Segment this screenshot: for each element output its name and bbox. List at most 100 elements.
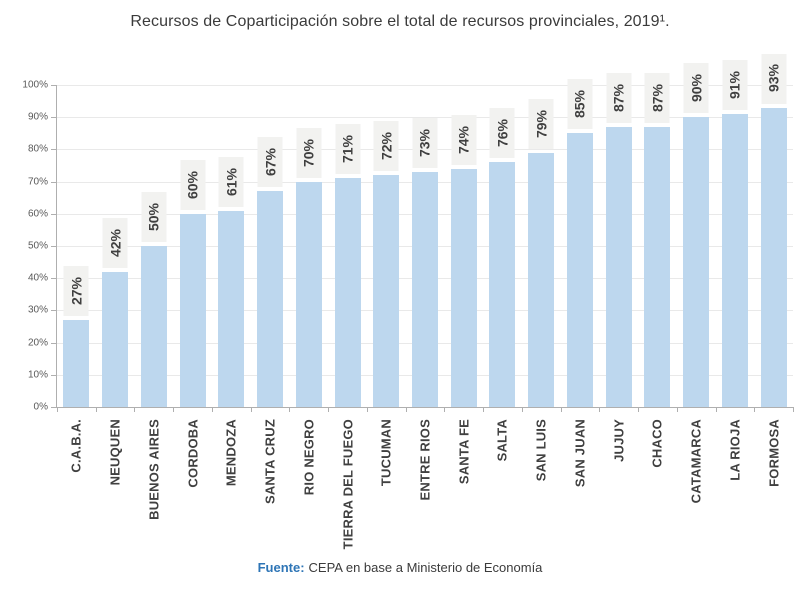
- bar-value-text: 72%: [378, 132, 395, 161]
- x-axis-label-chaco: CHACO: [649, 419, 665, 468]
- bar-slot-neuquen: 42%: [96, 85, 135, 407]
- bar-c-a-b-a: [63, 320, 90, 407]
- x-axis-label-salta: SALTA: [494, 419, 510, 462]
- x-axis-label-jujuy: JUJUY: [611, 419, 627, 462]
- y-axis-label-10: 10%: [27, 369, 48, 381]
- x-axis-tick: [251, 407, 252, 412]
- x-axis-label-c-a-b-a: C.A.B.A.: [68, 419, 84, 473]
- y-axis-tick-60: [51, 214, 56, 215]
- x-axis-label-slot-entre-rios: ENTRE RIOS: [406, 413, 445, 553]
- bar-entre-rios: [411, 171, 438, 407]
- x-axis-tick: [716, 407, 717, 412]
- plot-area: 27% 42% 50% 60% 61% 67% 70% 71% 72% 73% 74% 76% 79% 8…: [51, 53, 794, 412]
- x-axis-tick: [289, 407, 290, 412]
- x-axis-tick: [96, 407, 97, 412]
- x-axis-tick: [444, 407, 445, 412]
- bar-value-label-neuquen: 42%: [102, 217, 128, 268]
- x-axis-tick: [522, 407, 523, 412]
- bar-value-text: 74%: [455, 125, 472, 154]
- bar-value-text: 60%: [184, 170, 201, 199]
- bar-slot-entre-rios: 73%: [406, 85, 445, 407]
- bar-value-label-santa-fe: 74%: [451, 114, 477, 165]
- bar-formosa: [760, 107, 787, 407]
- bar-value-text: 93%: [765, 64, 782, 93]
- x-axis-tick: [328, 407, 329, 412]
- bar-value-label-chaco: 87%: [644, 72, 670, 123]
- x-axis-label-rio-negro: RIO NEGRO: [301, 419, 317, 496]
- x-axis-label-slot-cordoba: CORDOBA: [173, 413, 212, 553]
- bar-salta: [489, 162, 516, 407]
- bar-value-text: 73%: [416, 128, 433, 157]
- y-axis-tick-40: [51, 278, 56, 279]
- x-axis-label-slot-chaco: CHACO: [638, 413, 677, 553]
- bar-neuquen: [102, 271, 129, 407]
- bar-value-label-la-rioja: 91%: [722, 60, 748, 110]
- source-text: CEPA en base a Ministerio de Economía: [308, 560, 543, 575]
- bar-value-label-buenos-aires: 50%: [141, 192, 167, 242]
- x-axis-label-buenos-aires: BUENOS AIRES: [146, 419, 162, 520]
- y-axis-tick-80: [51, 149, 56, 150]
- x-axis-label-formosa: FORMOSA: [766, 419, 782, 487]
- y-axis-tick-0: [51, 407, 56, 408]
- y-axis-label-20: 20%: [27, 337, 48, 349]
- x-axis-label-la-rioja: LA RIOJA: [727, 419, 743, 481]
- bar-catamarca: [683, 117, 710, 407]
- x-axis-label-cordoba: CORDOBA: [185, 419, 201, 488]
- x-axis-label-slot-rio-negro: RIO NEGRO: [289, 413, 328, 553]
- x-axis-label-slot-salta: SALTA: [483, 413, 522, 553]
- bar-value-label-tucuman: 72%: [373, 121, 399, 172]
- x-axis-label-slot-san-luis: SAN LUIS: [522, 413, 561, 553]
- bar-value-label-c-a-b-a: 27%: [63, 266, 89, 317]
- y-axis-label-0: 0%: [33, 401, 48, 413]
- bar-cordoba: [179, 213, 206, 407]
- bar-value-text: 50%: [145, 202, 162, 232]
- x-axis-label-slot-jujuy: JUJUY: [599, 413, 638, 553]
- bar-value-label-santa-cruz: 67%: [257, 137, 283, 188]
- x-axis-tick: [638, 407, 639, 412]
- bar-slot-chaco: 87%: [638, 72, 677, 407]
- bar-san-luis: [528, 152, 555, 407]
- source-note: Fuente: CEPA en base a Ministerio de Econ…: [0, 560, 800, 575]
- x-axis-label-slot-buenos-aires: BUENOS AIRES: [134, 413, 173, 553]
- bar-value-label-catamarca: 90%: [683, 63, 709, 114]
- y-axis-label-90: 90%: [27, 111, 48, 123]
- x-axis-label-slot-la-rioja: LA RIOJA: [715, 413, 754, 553]
- x-axis-tick: [406, 407, 407, 412]
- bar-slot-catamarca: 90%: [677, 63, 716, 407]
- x-axis-label-san-luis: SAN LUIS: [533, 419, 549, 482]
- x-axis-tick: [57, 407, 58, 412]
- bar-santa-cruz: [257, 191, 284, 407]
- bar-value-text: 90%: [688, 74, 705, 103]
- y-axis-label-100: 100%: [22, 79, 48, 91]
- x-axis-label-slot-tierra-del-fuego: TIERRA DEL FUEGO: [328, 413, 367, 553]
- source-label: Fuente:: [257, 560, 305, 575]
- y-axis-tick-100: [51, 85, 56, 86]
- bar-value-text: 87%: [610, 83, 627, 112]
- bar-value-text: 79%: [533, 109, 550, 138]
- gridline-90: [57, 117, 793, 118]
- bar-santa-fe: [450, 168, 477, 407]
- bar-value-text: 76%: [494, 119, 511, 148]
- bar-tierra-del-fuego: [334, 178, 361, 407]
- x-axis-label-slot-santa-fe: SANTA FE: [444, 413, 483, 553]
- bar-mendoza: [218, 210, 245, 407]
- y-axis-line: [56, 85, 57, 407]
- bar-slot-buenos-aires: 50%: [134, 85, 173, 407]
- bar-value-label-cordoba: 60%: [180, 159, 206, 210]
- bar-value-text: 85%: [571, 90, 588, 119]
- x-axis-tick: [599, 407, 600, 412]
- y-axis-tick-10: [51, 375, 56, 376]
- bar-rio-negro: [295, 181, 322, 407]
- y-axis-tick-90: [51, 117, 56, 118]
- y-axis-tick-70: [51, 182, 56, 183]
- bar-value-label-rio-negro: 70%: [296, 127, 322, 178]
- bar-value-label-mendoza: 61%: [218, 156, 244, 207]
- bar-slot-san-luis: 79%: [522, 85, 561, 407]
- x-axis-label-neuquen: NEUQUEN: [107, 419, 123, 486]
- bar-value-text: 87%: [649, 83, 666, 112]
- bar-slot-formosa: 93%: [754, 53, 793, 407]
- x-axis-tick: [793, 407, 794, 412]
- x-axis-tick: [134, 407, 135, 412]
- x-axis-label-san-juan: SAN JUAN: [572, 419, 588, 488]
- y-axis-tick-20: [51, 343, 56, 344]
